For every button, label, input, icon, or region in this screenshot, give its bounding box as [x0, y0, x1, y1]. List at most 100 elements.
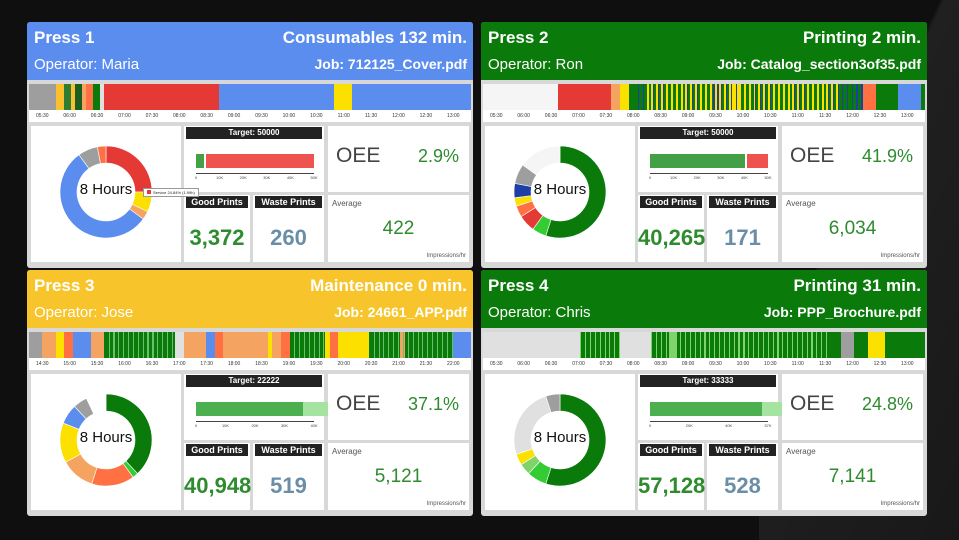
timeline-segment	[280, 332, 290, 358]
good-prints-label: Good Prints	[186, 196, 248, 208]
timeline-segment	[393, 332, 395, 358]
timeline-segment	[642, 84, 645, 110]
good-progress-bar	[196, 154, 204, 168]
press-panel-4[interactable]: Press 4 Printing 31 min. Operator: Chris Jo…	[481, 270, 927, 516]
hours-donut[interactable]	[31, 374, 181, 510]
waste-prints-value: 519	[270, 473, 307, 498]
timeline-segment	[82, 84, 87, 110]
timeline-segment	[753, 332, 755, 358]
timeline-axis: 14:30 15:00 15:30 16:00 16:30 17:00 17:30 18:00…	[29, 358, 471, 370]
timeline-tick: 09:30	[709, 361, 722, 367]
press-name: Press 3	[34, 276, 95, 295]
timeline-segment	[787, 84, 790, 110]
timeline-segment	[594, 332, 596, 358]
timeline-tick: 08:00	[627, 361, 640, 367]
hours-donut[interactable]	[31, 126, 181, 262]
timeline-segment	[787, 332, 789, 358]
press-panel-2[interactable]: Press 2 Printing 2 min. Operator: Ron Job: …	[481, 22, 927, 268]
timeline-segment	[757, 332, 760, 358]
donut-slice[interactable]	[59, 154, 144, 239]
timeline-tick: 10:00	[736, 361, 750, 367]
target-label: Target: 33333	[640, 375, 776, 387]
oee-value: 24.8%	[861, 394, 913, 414]
timeline-segment	[402, 332, 404, 358]
timeline-segment	[680, 84, 683, 110]
timeline-segment	[219, 84, 334, 110]
status-timeline[interactable]	[29, 84, 471, 110]
timeline-segment	[104, 84, 220, 110]
timeline-segment	[836, 84, 839, 110]
timeline-segment	[55, 332, 65, 358]
status-timeline[interactable]	[483, 332, 925, 358]
donut-slice[interactable]	[545, 393, 561, 413]
timeline-tick: 07:00	[572, 361, 585, 367]
hours-donut[interactable]	[485, 126, 635, 262]
timeline-tick: 20:30	[364, 361, 378, 367]
timeline-segment	[441, 332, 443, 358]
target-label: Target: 50000	[640, 127, 776, 139]
bar-tick: 20K	[239, 175, 247, 180]
bar-axis	[650, 173, 768, 174]
hours-donut-card[interactable]: 8 Hours	[485, 374, 635, 510]
donut-slice[interactable]	[522, 145, 561, 176]
press-status: Maintenance 0 min.	[310, 276, 467, 295]
timeline-segment	[108, 332, 110, 358]
timeline-segment	[400, 332, 405, 358]
timeline-tick: 09:00	[227, 113, 241, 119]
press-panel-3[interactable]: Press 3 Maintenance 0 min. Operator: Jose J…	[27, 270, 473, 516]
hours-donut[interactable]	[485, 374, 635, 510]
press-panel-1[interactable]: Press 1 Consumables 132 min. Operator: Mar…	[27, 22, 473, 268]
oee-value: 2.9%	[417, 146, 459, 166]
timeline-segment	[589, 332, 591, 358]
timeline-segment	[748, 84, 751, 110]
timeline-segment	[856, 84, 859, 110]
timeline-segment	[714, 332, 716, 358]
timeline-segment	[123, 332, 125, 358]
timeline-tick: 10:30	[310, 113, 323, 119]
timeline-tick: 06:30	[90, 113, 104, 119]
donut-slice[interactable]	[86, 393, 107, 415]
timeline-segment	[738, 84, 741, 110]
hours-donut-card[interactable]: 8 Hours	[485, 126, 635, 262]
timeline-segment	[162, 332, 164, 358]
panel-header: Press 2 Printing 2 min. Operator: Ron Job: …	[481, 22, 927, 80]
panel-header: Press 4 Printing 31 min. Operator: Chris Jo…	[481, 270, 927, 328]
timeline-segment	[768, 84, 771, 110]
good-prints-value: 57,128	[638, 473, 706, 498]
timeline-segment	[436, 332, 438, 358]
timeline-segment	[733, 332, 735, 358]
status-timeline[interactable]	[29, 332, 471, 358]
donut-slice[interactable]	[545, 145, 607, 239]
oee-card: OEE 37.1%	[328, 374, 469, 440]
status-timeline[interactable]	[483, 84, 925, 110]
timeline-tick: 10:00	[736, 113, 750, 119]
timeline-segment	[427, 332, 429, 358]
donut-slice[interactable]	[97, 145, 107, 164]
timeline-tick: 06:00	[517, 361, 530, 367]
timeline-segment	[614, 332, 616, 358]
hours-donut-card[interactable]: 8 Hours	[31, 374, 181, 510]
waste-prints-card: Waste Prints 519	[253, 443, 324, 510]
timeline-segment	[147, 332, 149, 358]
timeline-segment	[378, 332, 380, 358]
timeline-segment	[792, 84, 795, 110]
timeline-segment	[665, 84, 668, 110]
average-unit: Impressions/hr	[426, 501, 466, 507]
good-prints-card: Good Prints 40,948	[184, 443, 251, 510]
bar-tick: 40K	[725, 423, 733, 428]
timeline-segment	[432, 332, 434, 358]
good-progress-bar	[196, 402, 304, 416]
timeline-tick: 13:00	[447, 113, 460, 119]
timeline-segment	[308, 332, 310, 358]
donut-slice[interactable]	[545, 393, 607, 487]
operator-label: Operator: Maria	[34, 56, 140, 73]
bar-tick: 30K	[717, 175, 725, 180]
timeline-tick: 14:30	[35, 361, 49, 367]
waste-prints-label: Waste Prints	[255, 196, 322, 208]
timeline-tick: 07:00	[572, 113, 585, 119]
tooltip-text: Service 24.84% (1.99h)	[153, 190, 195, 195]
timeline-tick: 12:30	[873, 113, 887, 119]
timeline-segment	[675, 84, 678, 110]
timeline-segment	[323, 332, 325, 358]
timeline-tick: 18:00	[227, 361, 241, 367]
